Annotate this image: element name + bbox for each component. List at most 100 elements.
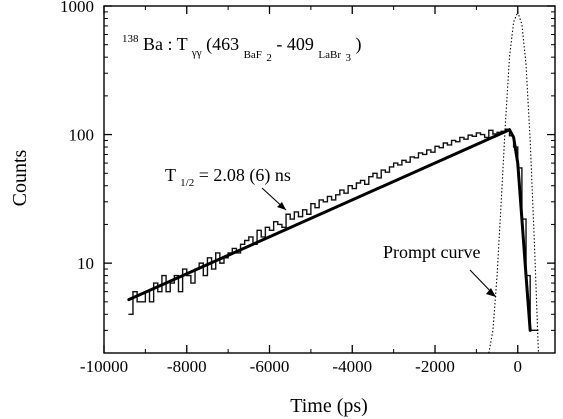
data-point [351, 187, 353, 190]
title-element: Ba : T [143, 34, 188, 54]
data-point [161, 274, 163, 277]
data-point [388, 166, 391, 168]
data-point [372, 172, 374, 174]
data-point [326, 195, 329, 198]
prompt-curve-label: Prompt curve [383, 242, 480, 262]
data-point [479, 133, 482, 136]
x-axis-label: Time (ps) [290, 395, 368, 417]
x-tick-label: -6000 [250, 357, 290, 376]
data-point [335, 194, 337, 196]
data-point [459, 136, 461, 139]
data-point [496, 131, 498, 133]
data-point [430, 151, 432, 153]
y-tick-label: 1000 [60, 0, 94, 16]
data-point [413, 157, 415, 159]
data-point [347, 185, 349, 187]
falling-edge-fit-line [507, 128, 532, 332]
data-point [302, 209, 304, 211]
data-point [330, 199, 333, 201]
data-point [492, 133, 494, 135]
y-tick-label: 100 [69, 126, 95, 145]
data-point [397, 164, 399, 166]
data-point [289, 218, 291, 220]
data-point [268, 229, 271, 231]
data-point [202, 274, 204, 277]
data-point [140, 301, 142, 303]
title-mass-number: 138 [122, 33, 139, 45]
data-point [273, 221, 275, 223]
tick-layer: -10000 -8000 -6000 -4000 -2000 0 10 100 1000 [60, 0, 555, 376]
exponential-fit-line [127, 128, 511, 302]
data-point [409, 156, 411, 158]
title-detector-1-number: 2 [266, 52, 272, 64]
data-point [463, 138, 465, 140]
data-point [384, 171, 386, 173]
data-point [136, 301, 138, 303]
data-point [206, 257, 209, 259]
plot-background [104, 6, 555, 353]
half-life-subscript: 1/2 [180, 177, 194, 189]
data-point [190, 282, 192, 284]
data-point [210, 268, 213, 270]
data-point [153, 282, 155, 284]
data-point [231, 247, 233, 250]
data-point [177, 291, 180, 293]
data-point [314, 207, 316, 209]
data-point [339, 189, 341, 191]
data-point [455, 141, 457, 143]
title-dash-energy-2: - 409 [276, 34, 314, 54]
data-point [128, 313, 130, 315]
title-energy-1: (463 [206, 34, 239, 55]
title-detector-2-number: 3 [346, 52, 352, 64]
x-tick-label: 0 [514, 357, 523, 376]
title-detector-2: LaBr [318, 49, 341, 61]
data-point [355, 182, 357, 184]
data-point [405, 161, 407, 163]
data-point [322, 201, 324, 203]
data-point [318, 199, 320, 201]
y-axis-label: Counts [9, 149, 31, 206]
data-point [310, 203, 312, 205]
data-point [182, 268, 184, 270]
data-point [442, 142, 444, 144]
data-point [227, 252, 229, 254]
half-life-arrow-head [277, 202, 286, 210]
data-point [306, 213, 308, 215]
data-point [484, 136, 486, 139]
title-close-paren: ) [356, 34, 362, 55]
data-point [364, 183, 366, 185]
data-point [285, 213, 287, 215]
x-tick-label: -8000 [167, 357, 207, 376]
half-life-value: = 2.08 (6) ns [199, 165, 291, 186]
data-histogram-series [128, 128, 539, 332]
data-point [467, 134, 469, 136]
prompt-curve-line [488, 10, 539, 354]
data-point [215, 252, 217, 254]
data-point [343, 192, 345, 194]
data-point [256, 229, 258, 231]
data-point [368, 176, 370, 178]
chart-title: 138 Ba : T γγ (463 BaF 2 - 409 LaBr 3 ) [122, 26, 362, 65]
data-point [421, 153, 424, 156]
half-life-annotation: T 1/2 = 2.08 (6) ns [165, 165, 291, 190]
data-point [401, 159, 403, 161]
data-point [157, 291, 159, 293]
data-point [376, 177, 378, 179]
series-layer [127, 10, 539, 354]
data-point [446, 144, 449, 146]
data-point [132, 291, 134, 293]
data-point [450, 139, 453, 142]
data-point [165, 291, 167, 293]
data-point [148, 301, 151, 303]
data-point [244, 239, 246, 242]
data-point [475, 132, 477, 134]
prompt-arrow-head [486, 288, 496, 297]
plot-frame [103, 5, 556, 354]
half-life-prefix: T [165, 165, 176, 185]
title-detector-1: BaF [244, 49, 262, 61]
data-point [239, 243, 242, 245]
data-point [260, 236, 262, 238]
x-tick-label: -4000 [332, 357, 372, 376]
